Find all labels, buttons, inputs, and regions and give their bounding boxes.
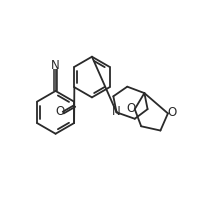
Text: O: O (167, 106, 176, 119)
Text: N: N (51, 59, 60, 72)
Text: O: O (55, 105, 64, 118)
Text: O: O (126, 102, 135, 114)
Text: N: N (112, 105, 121, 117)
